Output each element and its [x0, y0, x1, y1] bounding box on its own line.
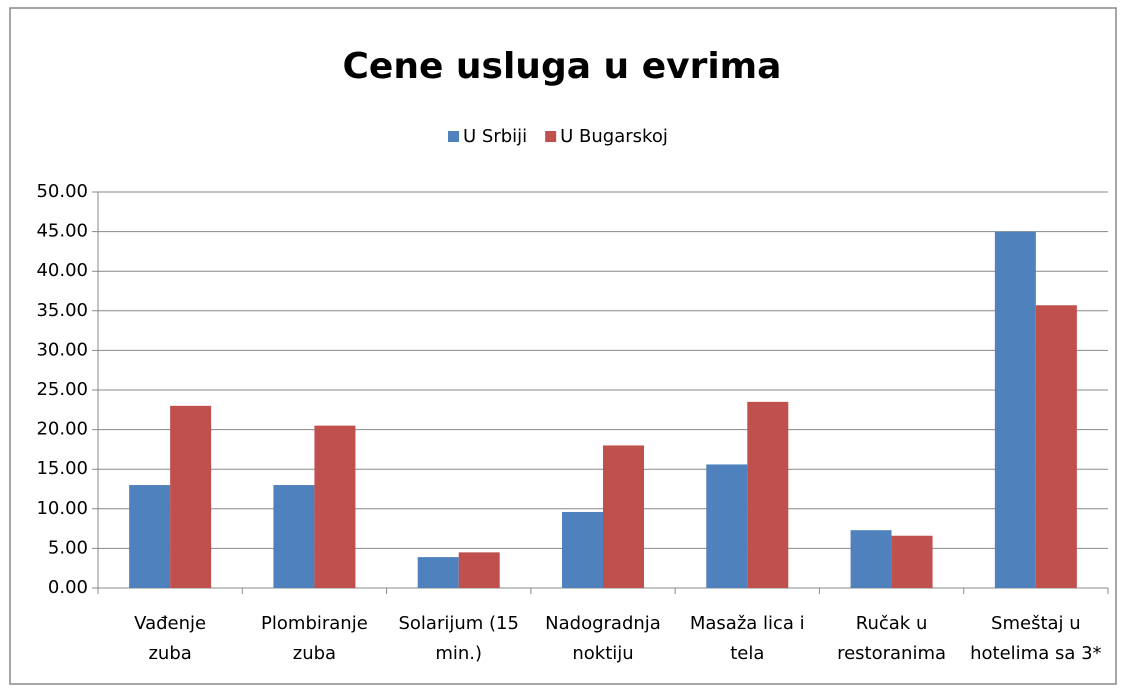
bar — [314, 425, 356, 588]
y-tick-label: 35.00 — [36, 300, 88, 321]
x-tick-label: Masaža lica i tela — [690, 613, 805, 664]
bar — [273, 485, 315, 588]
y-tick-label: 15.00 — [36, 458, 88, 479]
x-tick-label: Solarijum (15 min.) — [398, 613, 518, 664]
bar — [170, 405, 212, 588]
y-tick-label: 25.00 — [36, 379, 88, 400]
bar — [562, 511, 603, 588]
y-tick-label: 50.00 — [36, 181, 88, 202]
bar — [1035, 305, 1077, 588]
y-tick-label: 0.00 — [48, 577, 88, 598]
bar — [458, 552, 500, 588]
bar — [850, 530, 892, 588]
legend-label: U Bugarskoj — [560, 126, 668, 147]
x-tick-label: Smeštaj u hotelima sa 3* — [970, 613, 1101, 664]
x-tick-label: Ručak u restoranima — [837, 613, 946, 664]
x-tick-label: Vađenje zuba — [134, 613, 206, 664]
y-tick-label: 45.00 — [36, 221, 88, 242]
y-tick-label: 30.00 — [36, 339, 88, 360]
y-tick-label: 5.00 — [48, 537, 88, 558]
bar — [129, 485, 171, 588]
y-tick-label: 10.00 — [36, 498, 88, 519]
bar — [417, 557, 459, 588]
y-tick-label: 20.00 — [36, 419, 88, 440]
x-tick-label: Nadogradnja noktiju — [545, 613, 661, 664]
bar — [994, 231, 1036, 588]
x-tick-label: Plombiranje zuba — [261, 613, 368, 664]
chart-title: Cene usluga u evrima — [343, 46, 782, 87]
bar — [603, 445, 644, 588]
legend-label: U Srbiji — [463, 126, 527, 147]
legend-swatch — [448, 131, 459, 142]
bar — [747, 401, 789, 588]
bar — [706, 464, 748, 588]
bar — [891, 535, 933, 588]
legend-swatch — [545, 131, 557, 142]
y-tick-label: 40.00 — [36, 260, 88, 281]
